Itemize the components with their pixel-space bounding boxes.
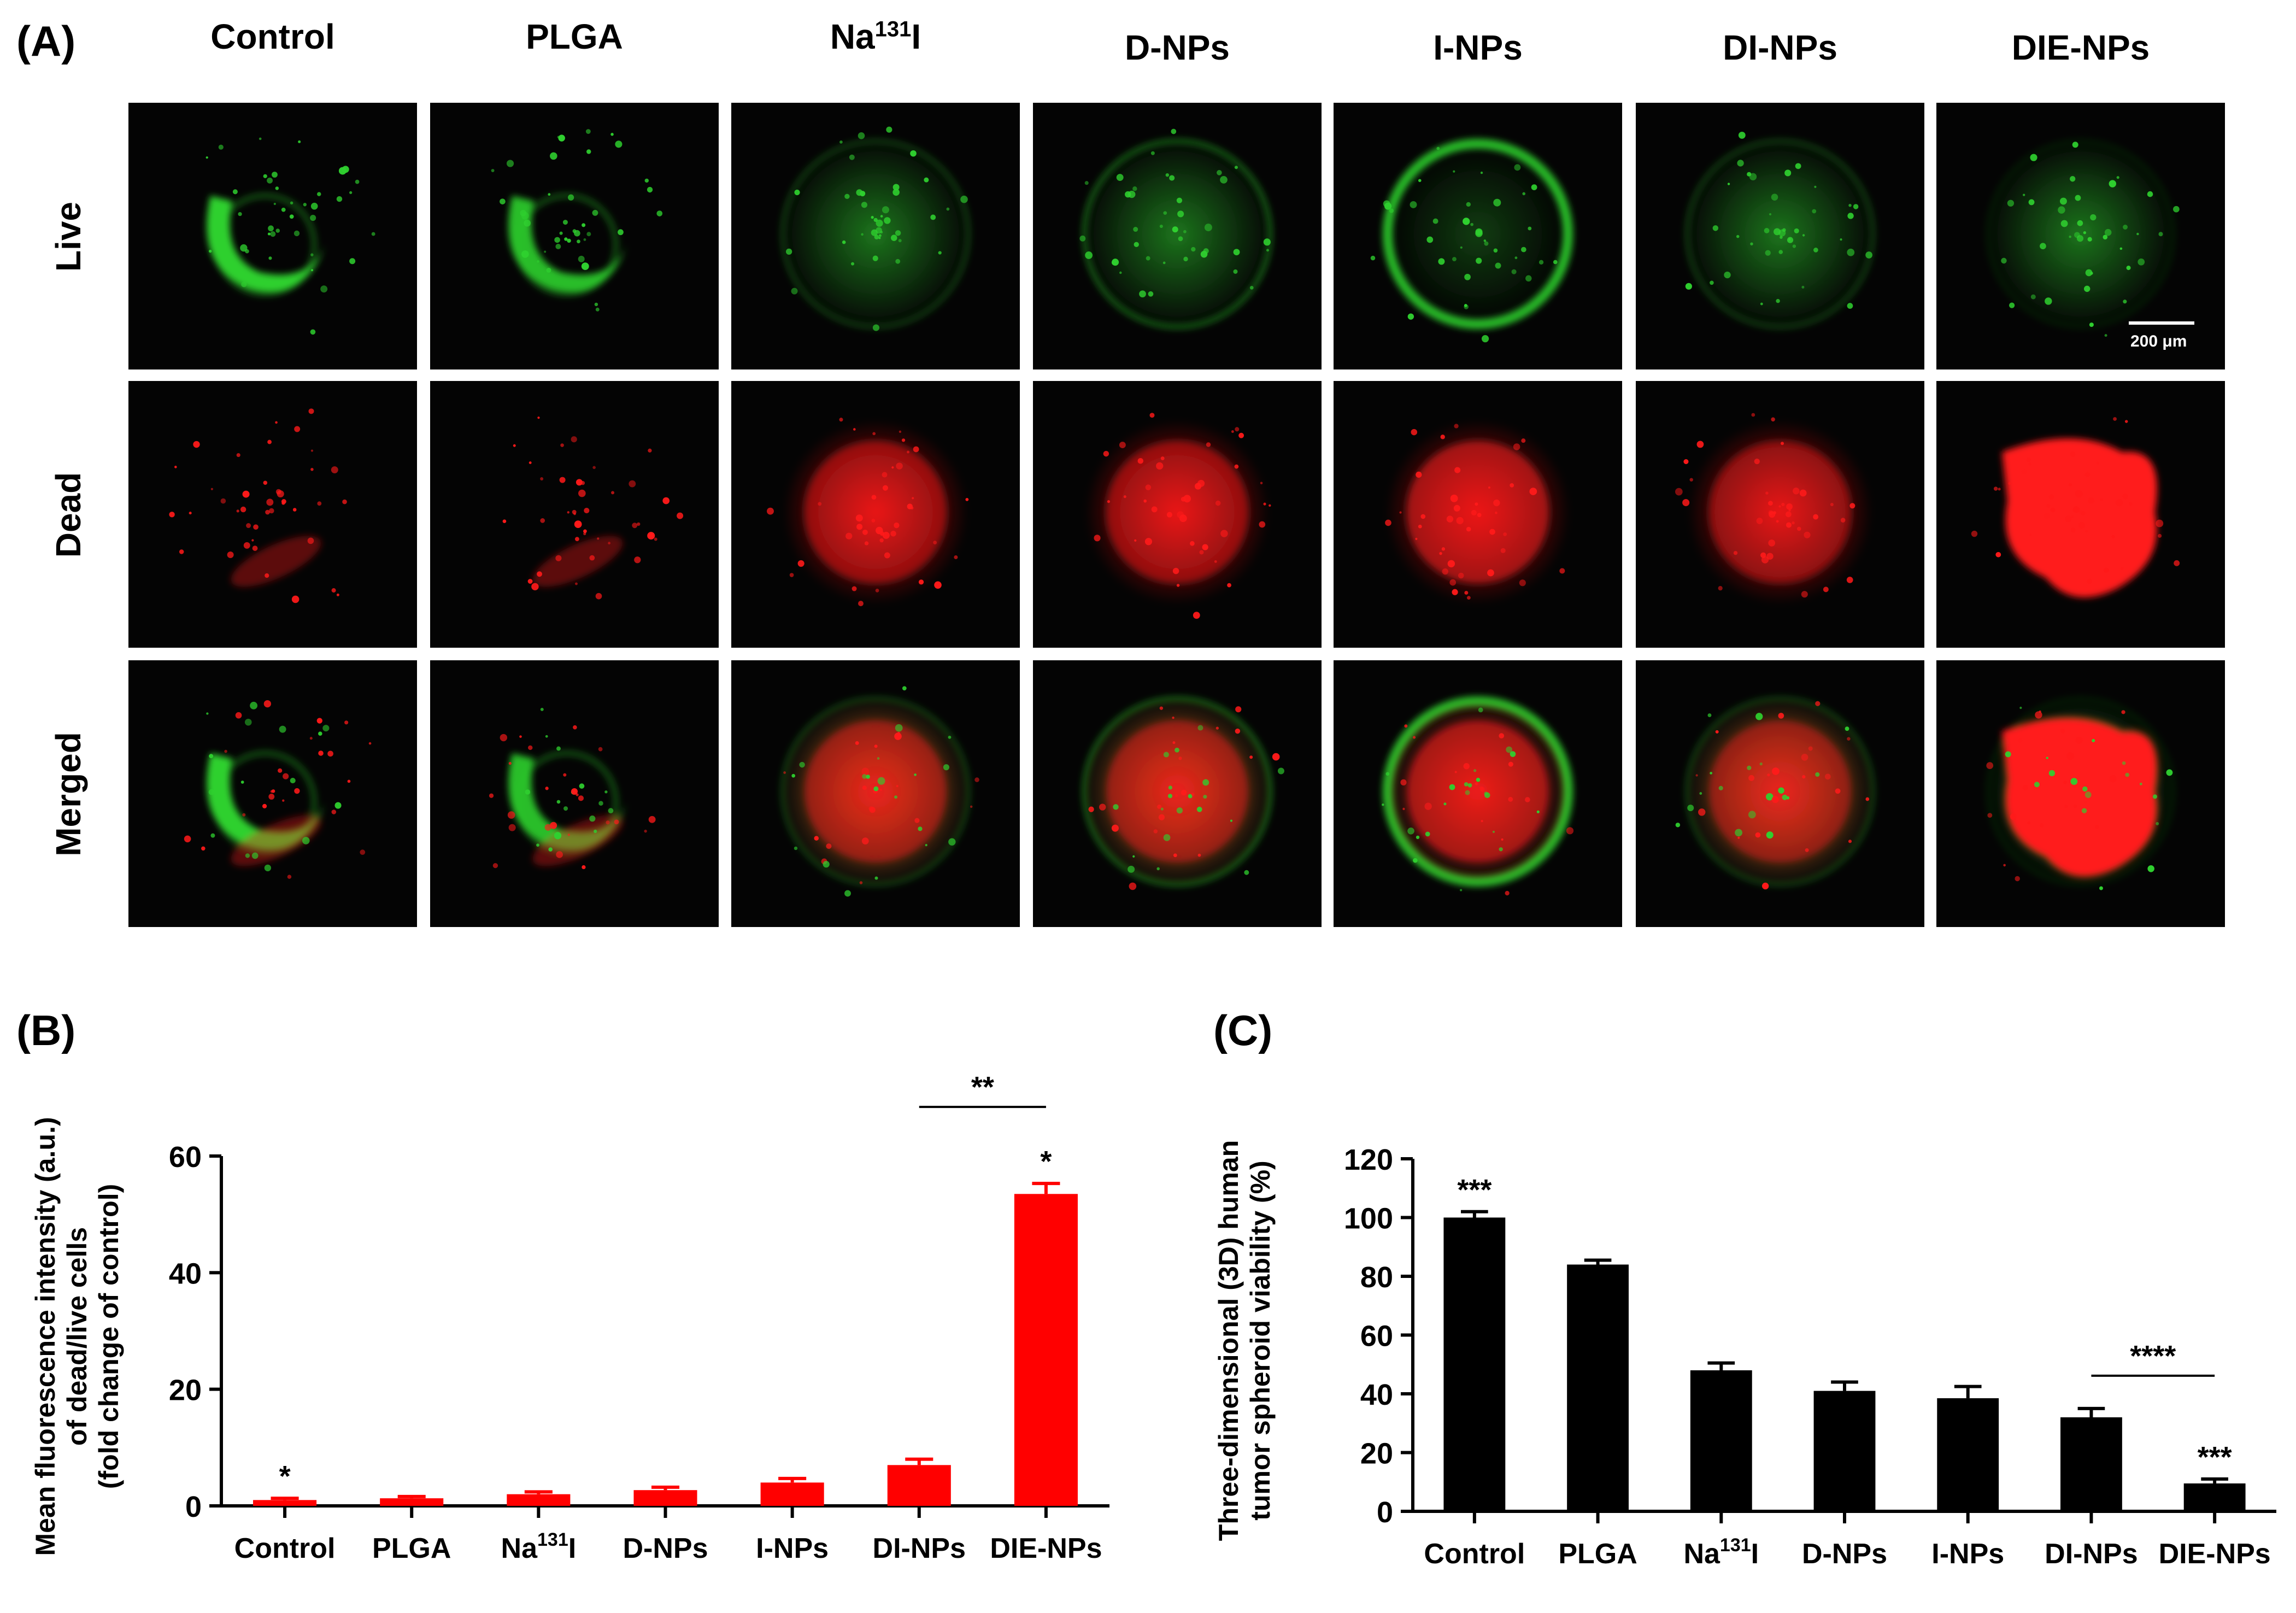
column-label: DIE-NPs [1944,27,2217,68]
y-tick-label: 100 [1344,1203,1393,1235]
significance-star: *** [1457,1174,1491,1206]
y-tick-label: 60 [1360,1320,1393,1353]
bar [1690,1370,1752,1511]
chart-c: 0 20 40 60 80 100 120 Three-dimensional (3D) hu… [1213,1140,2276,1570]
y-tick-label: 40 [169,1257,202,1290]
comparison-label: **** [2130,1340,2176,1372]
column-label-text: I-NPs [1433,28,1523,67]
column-label-text: PLGA [526,17,623,56]
panel-b-label: (B) [16,1006,76,1054]
x-tick-label: D-NPs [1802,1538,1887,1570]
y-tick-label: 0 [185,1491,202,1523]
micrograph-dead-nai [731,381,1020,648]
column-label-sup: 131 [874,17,912,42]
column-label-suffix: I [911,17,921,56]
bar [507,1494,571,1506]
bar [2183,1483,2246,1511]
bar [380,1498,444,1506]
bar [2060,1417,2122,1511]
y-axis-label: (fold change of control) [93,1184,124,1489]
y-axis-label: of dead/live cells [62,1227,92,1446]
x-tick-label: Na131I [501,1529,577,1564]
x-tick-label: I-NPs [1931,1538,2004,1570]
column-label: DI-NPs [1643,27,1917,68]
y-tick-label: 0 [1377,1496,1393,1529]
significance-star: * [279,1460,291,1493]
x-tick-label: DI-NPs [2045,1538,2138,1570]
micrograph-live-control [128,103,417,369]
y-tick-label: 20 [1360,1438,1393,1470]
x-tick-label: D-NPs [623,1533,708,1564]
column-label-text: Control [210,17,335,56]
chart-b: 0 20 40 60 Mean fluorescence intensity (a.u.… [30,1071,1109,1564]
micrograph-merged-inp [1334,660,1622,927]
bar [1937,1398,1999,1511]
bar [1567,1264,1629,1511]
column-label: Na131I [739,16,1012,57]
x-tick-label: DI-NPs [873,1533,966,1564]
x-tick-label: Control [1424,1538,1525,1570]
x-tick-label: Na131I [1683,1535,1759,1570]
micrograph-dead-control [128,381,417,648]
y-axis-label: Three-dimensional (3D) human [1213,1140,1244,1541]
y-tick-label: 120 [1344,1143,1393,1176]
row-label: Live [49,201,88,272]
y-tick-label: 40 [1360,1379,1393,1411]
row-label: Merged [49,732,88,857]
row-label: Dead [49,472,88,558]
micrograph-live-inp [1334,103,1622,369]
x-tick-label: I-NPs [756,1533,829,1564]
y-tick-label: 80 [1360,1261,1393,1294]
comparison-label: ** [971,1071,994,1104]
micrograph-live-dienp [1936,103,2225,369]
column-label-text: Na [830,17,875,56]
panel-a-label: (A) [16,17,76,65]
column-label-text: DIE-NPs [2011,28,2150,67]
column-label: Control [136,16,409,57]
column-label: PLGA [438,16,711,57]
column-label-text: DI-NPs [1723,28,1837,67]
significance-star: *** [2198,1441,2232,1474]
y-tick-label: 60 [169,1141,202,1174]
micrograph-merged-dienp [1936,660,2225,927]
micrograph-dead-plga [430,381,719,648]
y-axis-label: tumor spheroid viability (%) [1245,1160,1276,1520]
micrograph-merged-control [128,660,417,927]
x-tick-label: DIE-NPs [2159,1538,2271,1570]
micrograph-merged-dnp [1033,660,1322,927]
micrograph-dead-dienp [1936,381,2225,648]
column-label: I-NPs [1341,27,1614,68]
micrograph-live-nai [731,103,1020,369]
micrograph-merged-dinp [1636,660,1924,927]
micrograph-merged-nai [731,660,1020,927]
micrograph-live-plga [430,103,719,369]
significance-star: * [1040,1145,1052,1178]
bar [1443,1217,1506,1511]
bar [253,1500,317,1506]
column-label: D-NPs [1041,27,1314,68]
scale-bar-label: 200 μm [2130,332,2187,350]
bar [1014,1194,1078,1506]
y-tick-label: 20 [169,1374,202,1407]
bar [760,1482,824,1506]
x-tick-label: PLGA [1558,1538,1637,1570]
panel-c-label: (C) [1213,1006,1273,1054]
x-tick-label: PLGA [372,1533,451,1564]
micrograph-dead-dnp [1033,381,1322,648]
column-label-text: D-NPs [1124,28,1230,67]
x-tick-label: Control [234,1533,336,1564]
x-tick-label: DIE-NPs [990,1533,1102,1564]
y-axis-label: Mean fluorescence intensity (a.u.) [30,1117,61,1556]
micrograph-live-dnp [1033,103,1322,369]
bar [887,1465,951,1506]
micrograph-dead-dinp [1636,381,1924,648]
micrograph-live-dinp [1636,103,1924,369]
bar [633,1490,697,1506]
bar [1813,1391,1876,1511]
scale-bar [2129,321,2194,325]
micrograph-merged-plga [430,660,719,927]
micrograph-dead-inp [1334,381,1622,648]
